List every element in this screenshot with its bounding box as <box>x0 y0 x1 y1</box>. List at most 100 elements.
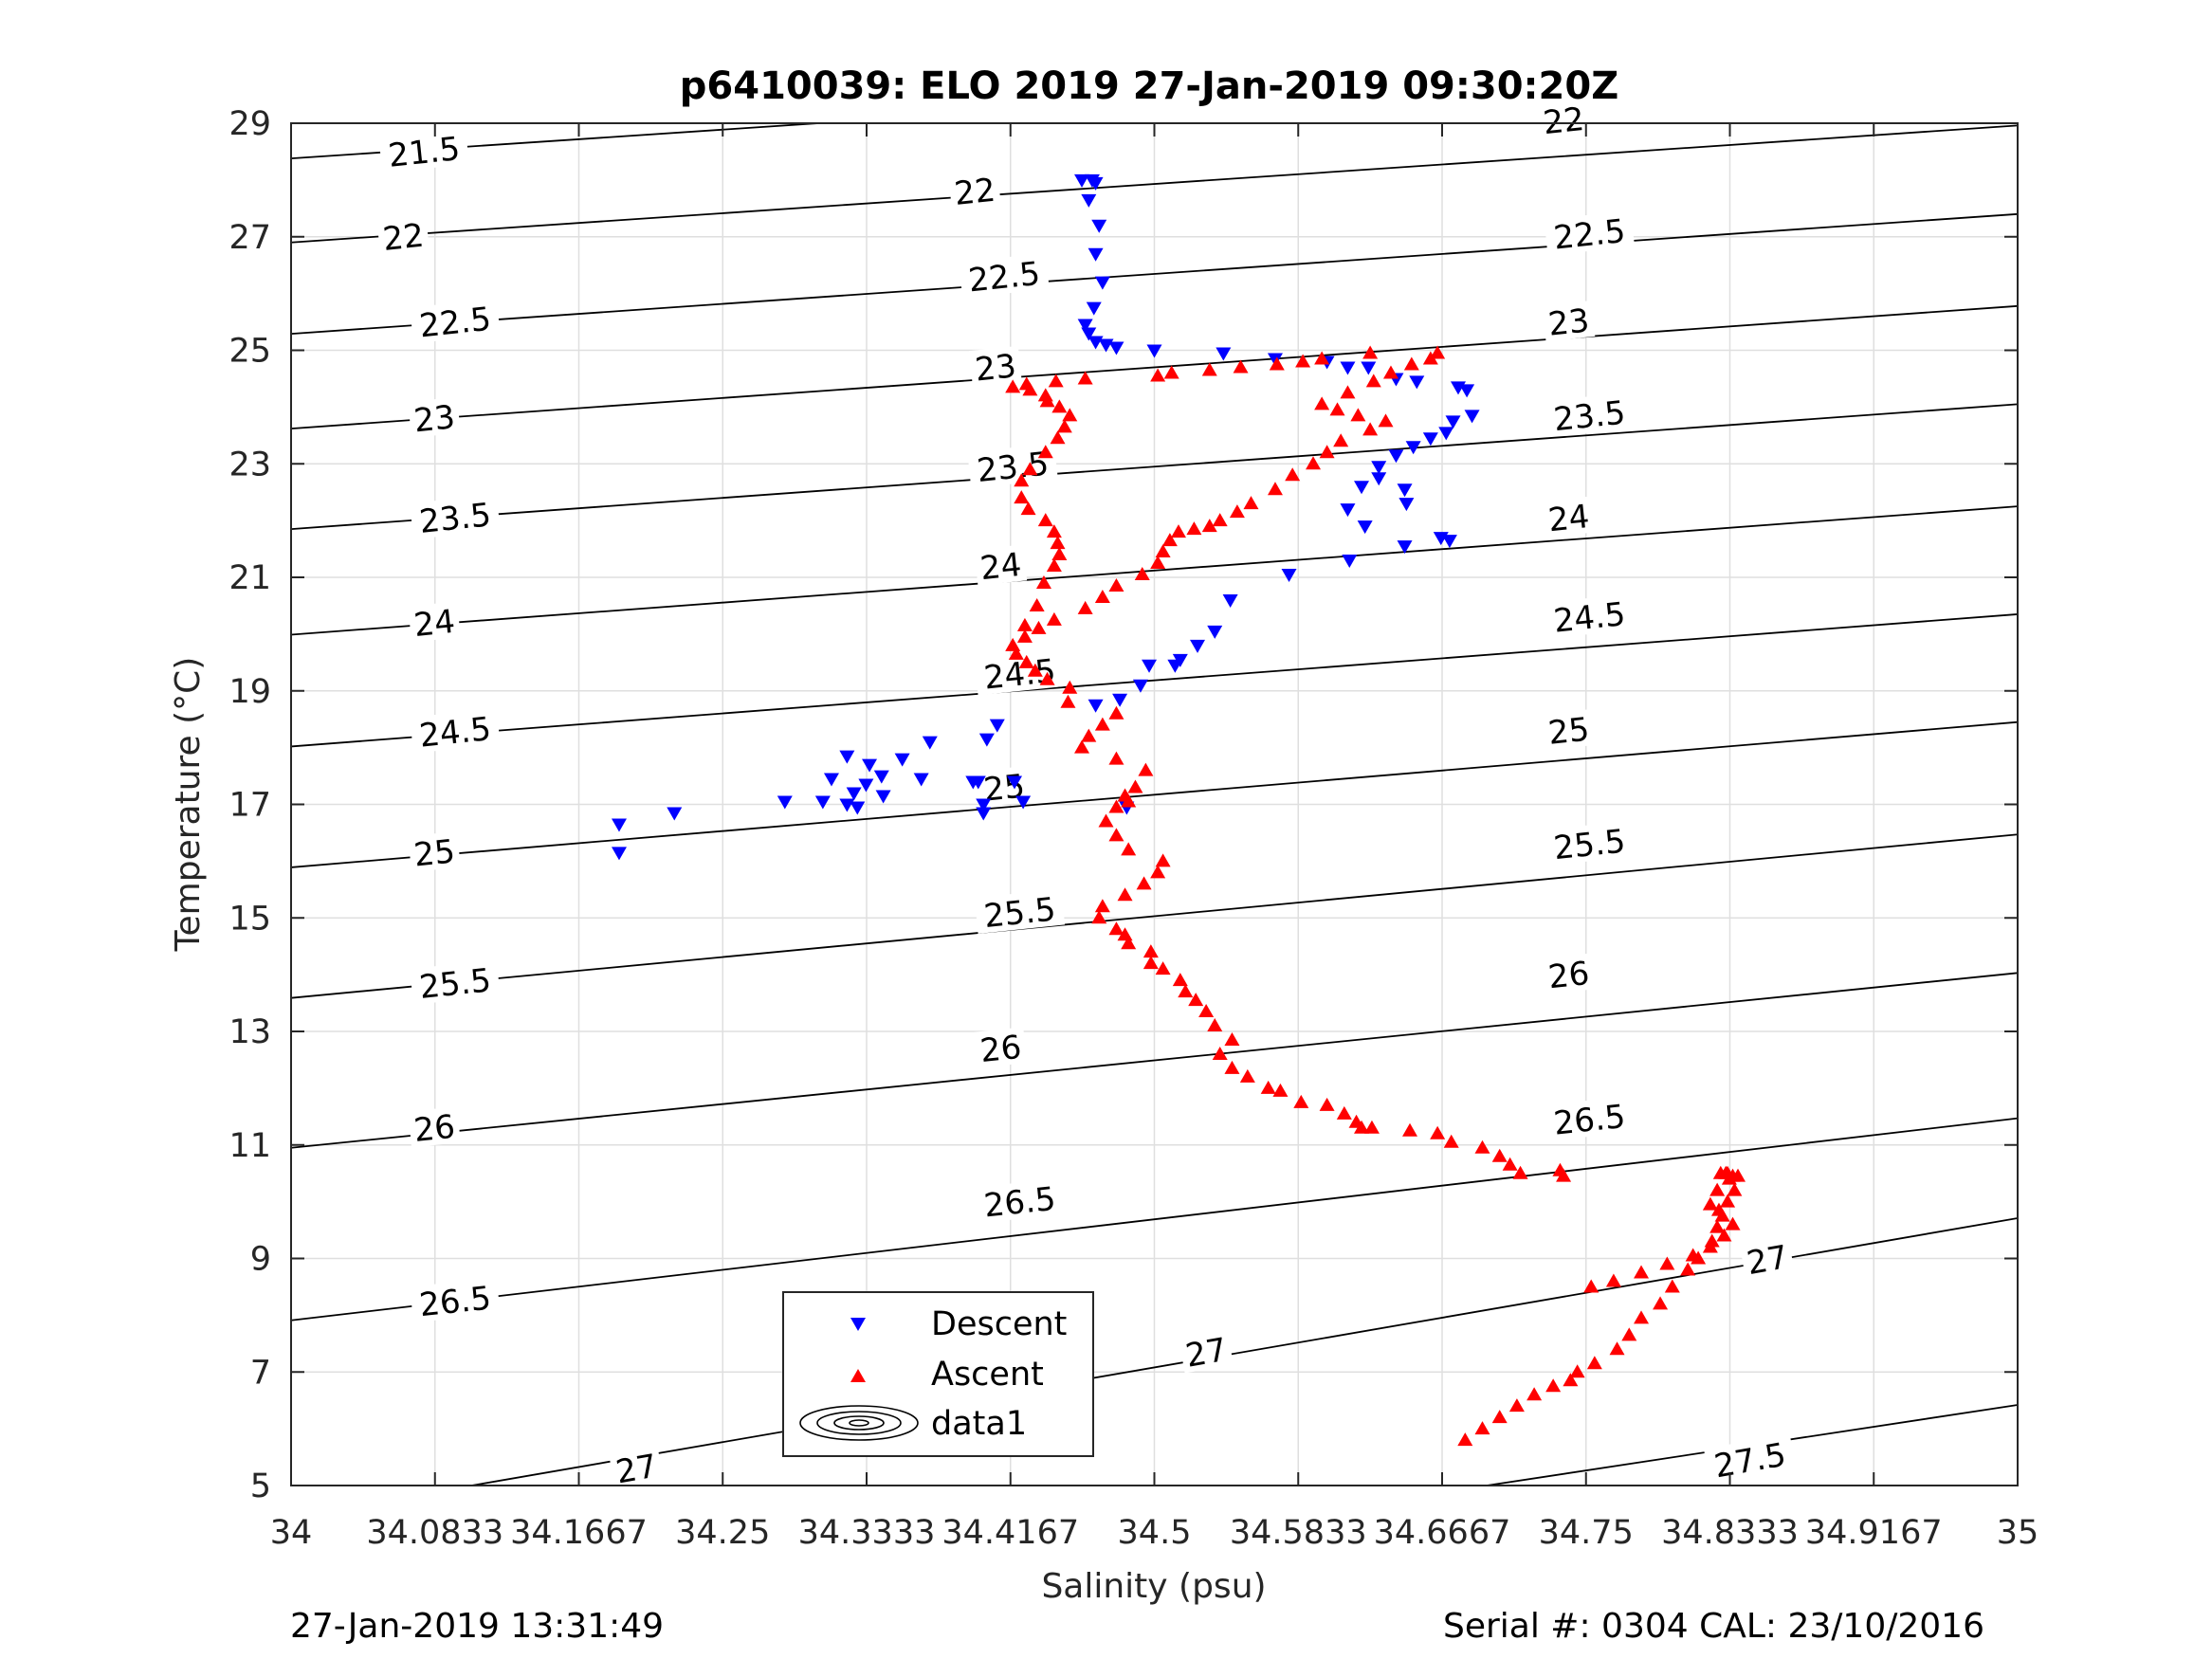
contour-label-text: 27 <box>613 1448 661 1492</box>
contour-label-text: 27 <box>1744 1238 1791 1283</box>
ascent-point <box>1051 399 1068 413</box>
contour-label-bg <box>609 1445 664 1490</box>
ascent-point <box>1046 611 1062 626</box>
contour-label: 26 <box>974 1027 1028 1070</box>
descent-point <box>1340 361 1356 375</box>
ascent-point <box>1552 1162 1568 1176</box>
ascent-point <box>1362 422 1379 436</box>
ascent-point <box>1586 1356 1602 1370</box>
contour-label-text: 24 <box>412 603 457 645</box>
ascent-point <box>1402 1122 1418 1137</box>
contour-label-text: 22 <box>1542 100 1586 142</box>
descent-point <box>989 719 1005 733</box>
descent-point <box>965 775 981 790</box>
contour-label-bg <box>1542 496 1596 538</box>
ascent-point <box>1664 1279 1680 1293</box>
ascent-point <box>1022 382 1038 396</box>
ascent-point <box>1060 694 1076 708</box>
descent-point <box>1074 173 1090 188</box>
descent-series <box>611 173 1480 861</box>
ascent-point <box>1172 973 1188 987</box>
contour-label-text: 25.5 <box>982 890 1057 936</box>
ascent-point <box>1198 1004 1215 1018</box>
contour-label: 24 <box>408 601 461 645</box>
x-axis-ticks: 34 34.0833 34.1667 34.25 34.3333 34.4167 34.5 3… <box>270 123 2039 1552</box>
legend: Descent Ascent data1 <box>782 1291 1094 1457</box>
ascent-point <box>1583 1279 1600 1293</box>
contour-label: 22 <box>1537 99 1590 142</box>
density-contour-line <box>291 403 2018 531</box>
contour-label-text: 26 <box>412 1108 457 1150</box>
descent-point <box>1081 327 1097 341</box>
ascent-point <box>1272 1083 1289 1097</box>
contour-label-bg <box>378 128 469 173</box>
contour-label-bg <box>1537 99 1590 140</box>
footer-timestamp: 27-Jan-2019 13:31:49 <box>290 1607 664 1646</box>
descent-point <box>1132 679 1148 693</box>
contour-label-bg <box>948 170 1001 211</box>
descent-point <box>1371 461 1387 475</box>
ascent-point <box>1430 1125 1446 1139</box>
contour-label-text: 22 <box>381 217 426 259</box>
descent-point <box>1409 375 1425 390</box>
contour-label-bg <box>410 959 501 1005</box>
contour-label: 25.5 <box>1544 820 1636 867</box>
ascent-point <box>1117 788 1133 802</box>
contour-label: 26.5 <box>410 1277 501 1325</box>
contour-label: 27 <box>1179 1329 1234 1376</box>
contour-label-bg <box>410 494 501 539</box>
descent-point <box>1388 449 1404 464</box>
ascent-point <box>1094 717 1110 731</box>
ascent-point <box>1108 921 1124 936</box>
contour-label: 23 <box>1542 300 1596 344</box>
ascent-point <box>1150 556 1166 570</box>
ascent-point <box>1155 853 1171 867</box>
ascent-point <box>1725 1216 1741 1231</box>
ascent-point <box>1295 354 1311 368</box>
contour-label: 22.5 <box>410 298 501 345</box>
contour-label: 23 <box>969 345 1022 390</box>
descent-point <box>1281 569 1297 583</box>
descent-point <box>1015 795 1032 810</box>
legend-ascent-marker <box>850 1369 866 1382</box>
ascent-point <box>1267 482 1283 496</box>
contour-label-text: 22.5 <box>1552 212 1627 258</box>
ascent-point <box>1314 396 1330 410</box>
ascent-point <box>1340 385 1356 399</box>
descent-point <box>1006 775 1022 790</box>
density-contour-line <box>291 124 2018 244</box>
ascent-point <box>1716 1228 1732 1242</box>
x-axis-label: Salinity (psu) <box>1041 1567 1266 1606</box>
descent-point <box>1459 384 1475 398</box>
ascent-point <box>1508 1398 1525 1413</box>
y-tick-label: 29 <box>229 105 271 143</box>
descent-point <box>1398 498 1415 512</box>
contour-label-text: 26 <box>978 1029 1023 1070</box>
ascent-point <box>1018 654 1034 668</box>
ascent-point <box>1108 828 1124 842</box>
ascent-point <box>1077 600 1093 614</box>
ascent-point <box>1403 356 1419 371</box>
contour-label: 24 <box>974 544 1028 588</box>
contour-label-bg <box>1544 210 1636 256</box>
contour-label: 25 <box>1542 709 1596 753</box>
ascent-point <box>1039 671 1055 685</box>
contour-label-bg <box>1544 820 1636 866</box>
contour-label: 27 <box>609 1445 664 1492</box>
contour-label-bg <box>1544 1096 1636 1141</box>
descent-point <box>1464 410 1480 424</box>
contour-label-text: 26.5 <box>417 1280 492 1325</box>
contour-label-text: 23.5 <box>976 445 1051 490</box>
contour-label-bg <box>967 443 1058 488</box>
contour-label-bg <box>1703 1433 1797 1485</box>
contour-label: 22.5 <box>959 252 1050 301</box>
ascent-point <box>1563 1373 1579 1387</box>
x-tick-label: 35 <box>1997 1514 2039 1552</box>
descent-point <box>1342 555 1358 569</box>
ascent-point <box>1233 359 1249 374</box>
x-tick-label: 34.0833 <box>366 1514 503 1552</box>
chart-title: p6410039: ELO 2019 27-Jan-2019 09:30:20Z <box>680 64 1618 108</box>
ascent-point <box>1005 379 1021 393</box>
contour-label-bg <box>959 252 1050 299</box>
